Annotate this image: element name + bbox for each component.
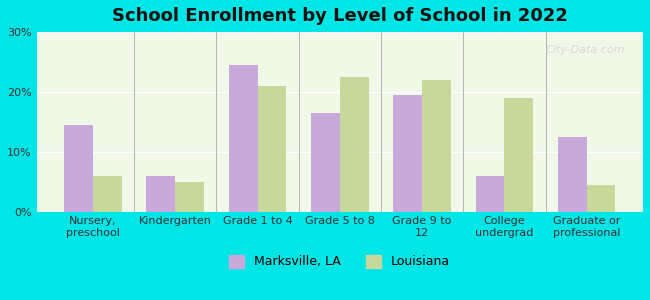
Bar: [587, 184, 616, 212]
Bar: [93, 176, 122, 212]
Legend: Marksville, LA, Louisiana: Marksville, LA, Louisiana: [224, 250, 455, 274]
Bar: [558, 137, 587, 212]
Bar: [393, 95, 422, 212]
Bar: [64, 125, 93, 212]
Text: City-Data.com: City-Data.com: [545, 45, 625, 55]
Bar: [146, 176, 176, 212]
Bar: [311, 113, 340, 212]
Bar: [176, 182, 204, 212]
Bar: [504, 98, 533, 212]
Bar: [422, 80, 451, 212]
Bar: [257, 86, 286, 212]
Bar: [476, 176, 504, 212]
Bar: [340, 77, 369, 212]
Title: School Enrollment by Level of School in 2022: School Enrollment by Level of School in …: [112, 7, 567, 25]
Bar: [229, 65, 257, 212]
